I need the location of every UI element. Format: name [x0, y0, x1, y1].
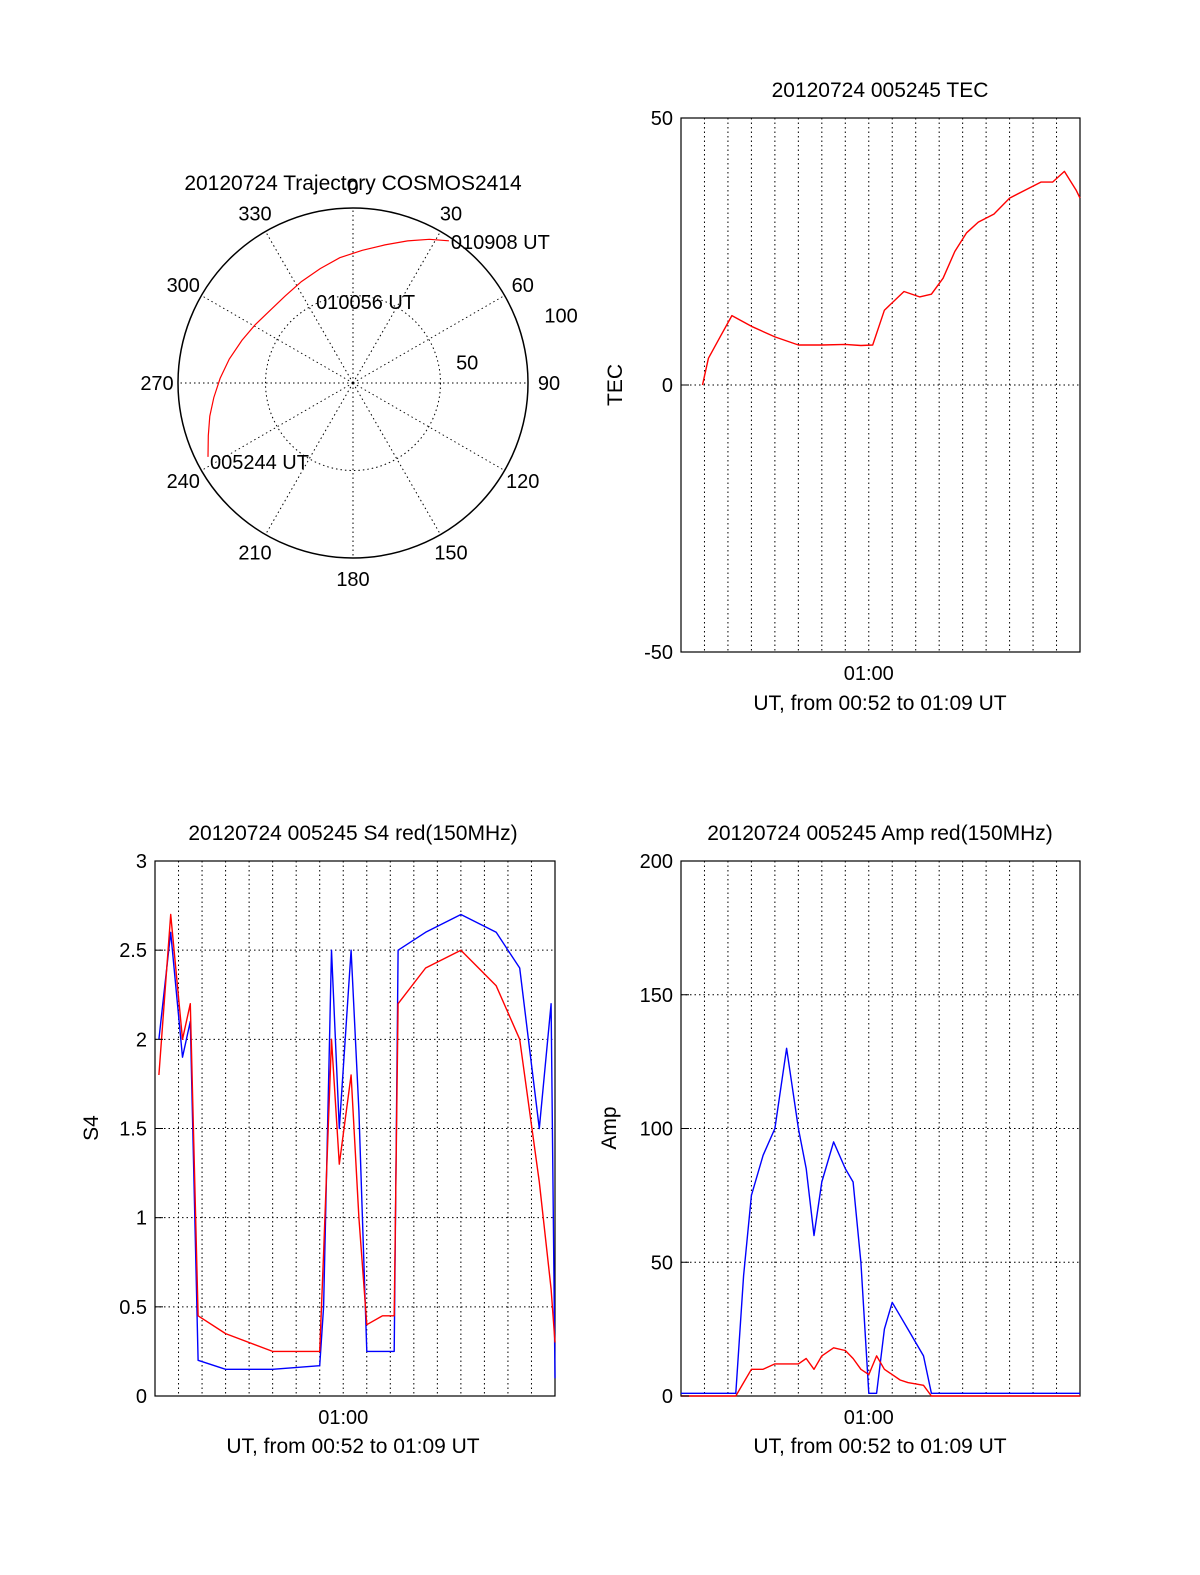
s4-grid: [154, 860, 556, 1397]
tec-series: [701, 170, 1081, 386]
tec-panel: 20120724 005245 TEC -50 0 50 01:00 UT, from…: [604, 79, 1081, 715]
tec-title: 20120724 005245 TEC: [772, 79, 989, 102]
s4-panel: 20120724 005245 S4 red(150MHz) 0 0.5 1 1.5 2…: [80, 822, 556, 1458]
polar-azimuth-tick: 30: [440, 203, 462, 225]
s4-ticks: 0 0.5 1 1.5 2 2.5 3 01:00: [119, 851, 368, 1429]
tec-series-line: [701, 170, 1081, 386]
s4-y-tick-label: 3: [136, 851, 147, 873]
tec-y-tick-label: 50: [651, 108, 673, 130]
polar-azimuth-tick: 240: [167, 471, 200, 493]
polar-outer-circle: [177, 207, 529, 559]
tec-y-axis-label: TEC: [604, 364, 627, 406]
s4-y-tick-label: 2: [136, 1029, 147, 1051]
polar-inner-circle: [265, 295, 441, 471]
s4-y-tick-label: 0: [136, 1386, 147, 1408]
polar-trajectory-line: [207, 238, 449, 457]
polar-trajectory: [207, 238, 449, 457]
tec-y-tick-label: 0: [662, 375, 673, 397]
polar-title: 20120724 Trajectory COSMOS2414: [184, 172, 522, 195]
s4-series: [158, 913, 556, 1379]
polar-azimuth-tick: 210: [238, 543, 271, 565]
tec-x-axis-label: UT, from 00:52 to 01:09 UT: [753, 692, 1006, 715]
tec-x-tick-label: 01:00: [844, 663, 894, 685]
tec-ticks: -50 0 50 01:00: [644, 108, 894, 685]
s4-title: 20120724 005245 S4 red(150MHz): [188, 822, 517, 845]
amp-y-tick-label: 150: [640, 985, 673, 1007]
tec-grid: [680, 117, 1081, 653]
polar-radial-tick: 100: [544, 305, 577, 327]
polar-azimuth-tick: 300: [167, 275, 200, 297]
amp-panel: 20120724 005245 Amp red(150MHz) 0 50 100 15…: [598, 822, 1081, 1458]
polar-azimuth-tick: 150: [434, 543, 467, 565]
amp-y-tick-label: 50: [651, 1252, 673, 1274]
s4-series-line: [158, 913, 556, 1379]
amp-ticks: 0 50 100 150 200 01:00: [640, 851, 894, 1429]
amp-series-line: [681, 1347, 1080, 1397]
amp-series-line: [681, 1047, 1080, 1394]
polar-grid: [177, 207, 529, 559]
amp-x-axis-label: UT, from 00:52 to 01:09 UT: [753, 1435, 1006, 1458]
polar-azimuth-tick: 270: [140, 373, 173, 395]
polar-azimuth-tick: 90: [538, 373, 560, 395]
polar-azimuth-tick: 330: [238, 203, 271, 225]
tec-y-tick-label: -50: [644, 642, 673, 664]
amp-grid: [680, 860, 1081, 1397]
amp-x-tick-label: 01:00: [844, 1407, 894, 1429]
polar-azimuth-tick: 0: [347, 177, 358, 199]
polar-radial-tick: 50: [456, 352, 478, 374]
polar-azimuth-tick: 180: [336, 569, 369, 591]
s4-series-line: [158, 913, 556, 1353]
amp-y-tick-label: 100: [640, 1119, 673, 1141]
polar-time-annotation: 010908 UT: [451, 232, 550, 254]
polar-time-annotation: 010056 UT: [316, 292, 415, 314]
s4-y-axis-label: S4: [80, 1115, 103, 1141]
s4-x-tick-label: 01:00: [318, 1407, 368, 1429]
polar-azimuth-tick: 120: [506, 471, 539, 493]
amp-y-tick-label: 200: [640, 851, 673, 873]
polar-trajectory-panel: 20120724 Trajectory COSMOS2414 0 30 60 90 12…: [140, 172, 577, 591]
s4-y-tick-label: 2.5: [119, 940, 147, 962]
amp-y-tick-label: 0: [662, 1386, 673, 1408]
amp-series: [681, 1047, 1080, 1397]
s4-y-tick-label: 1.5: [119, 1119, 147, 1141]
s4-y-tick-label: 0.5: [119, 1297, 147, 1319]
s4-y-tick-label: 1: [136, 1208, 147, 1230]
polar-azimuth-tick: 60: [512, 275, 534, 297]
s4-x-axis-label: UT, from 00:52 to 01:09 UT: [226, 1435, 479, 1458]
polar-labels: 0 30 60 90 120 150 180 210 240 270 300 330 50 100 0109…: [140, 177, 577, 591]
amp-y-axis-label: Amp: [598, 1106, 621, 1149]
polar-time-annotation: 005244 UT: [210, 452, 309, 474]
amp-title: 20120724 005245 Amp red(150MHz): [707, 822, 1053, 845]
